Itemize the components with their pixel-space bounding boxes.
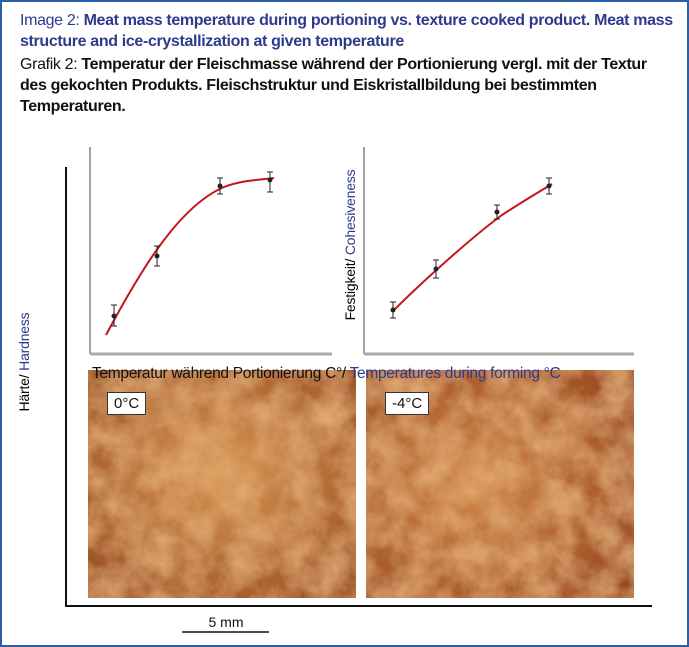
chart-y-label: Festigkeit/ Cohesiveness bbox=[342, 170, 358, 321]
caption-label: Grafik 2: bbox=[20, 56, 77, 73]
x-axis-label: Temperatur während Portionierung C°/ Tem… bbox=[92, 365, 560, 383]
image-label: -4°C bbox=[385, 392, 429, 415]
label-en: Hardness bbox=[16, 313, 32, 371]
trend-curve bbox=[106, 178, 274, 335]
caption-en: Image 2: Meat mass temperature during po… bbox=[20, 10, 675, 52]
caption-text: Meat mass temperature during portioning … bbox=[20, 12, 673, 50]
figure-frame: Image 2: Meat mass temperature during po… bbox=[0, 0, 689, 647]
image-label: 0°C bbox=[107, 392, 146, 415]
error-bars bbox=[111, 172, 273, 326]
caption-de: Grafik 2: Temperatur der Fleischmasse wä… bbox=[20, 54, 675, 117]
caption-text: Temperatur der Fleischmasse während der … bbox=[20, 56, 647, 115]
trend-curve bbox=[392, 184, 552, 312]
label-en: Cohesiveness bbox=[342, 170, 358, 256]
label-en: Temperatures during forming °C bbox=[350, 365, 561, 382]
caption-label: Image 2: bbox=[20, 12, 79, 29]
label-de: Festigkeit/ bbox=[342, 259, 358, 321]
label-de: Härte/ bbox=[16, 375, 32, 412]
label-de: Temperatur während Portionierung C°/ bbox=[92, 365, 346, 382]
y-axis-label: Härte/ Hardness bbox=[16, 313, 32, 412]
scale-label: 5 mm bbox=[184, 614, 268, 630]
